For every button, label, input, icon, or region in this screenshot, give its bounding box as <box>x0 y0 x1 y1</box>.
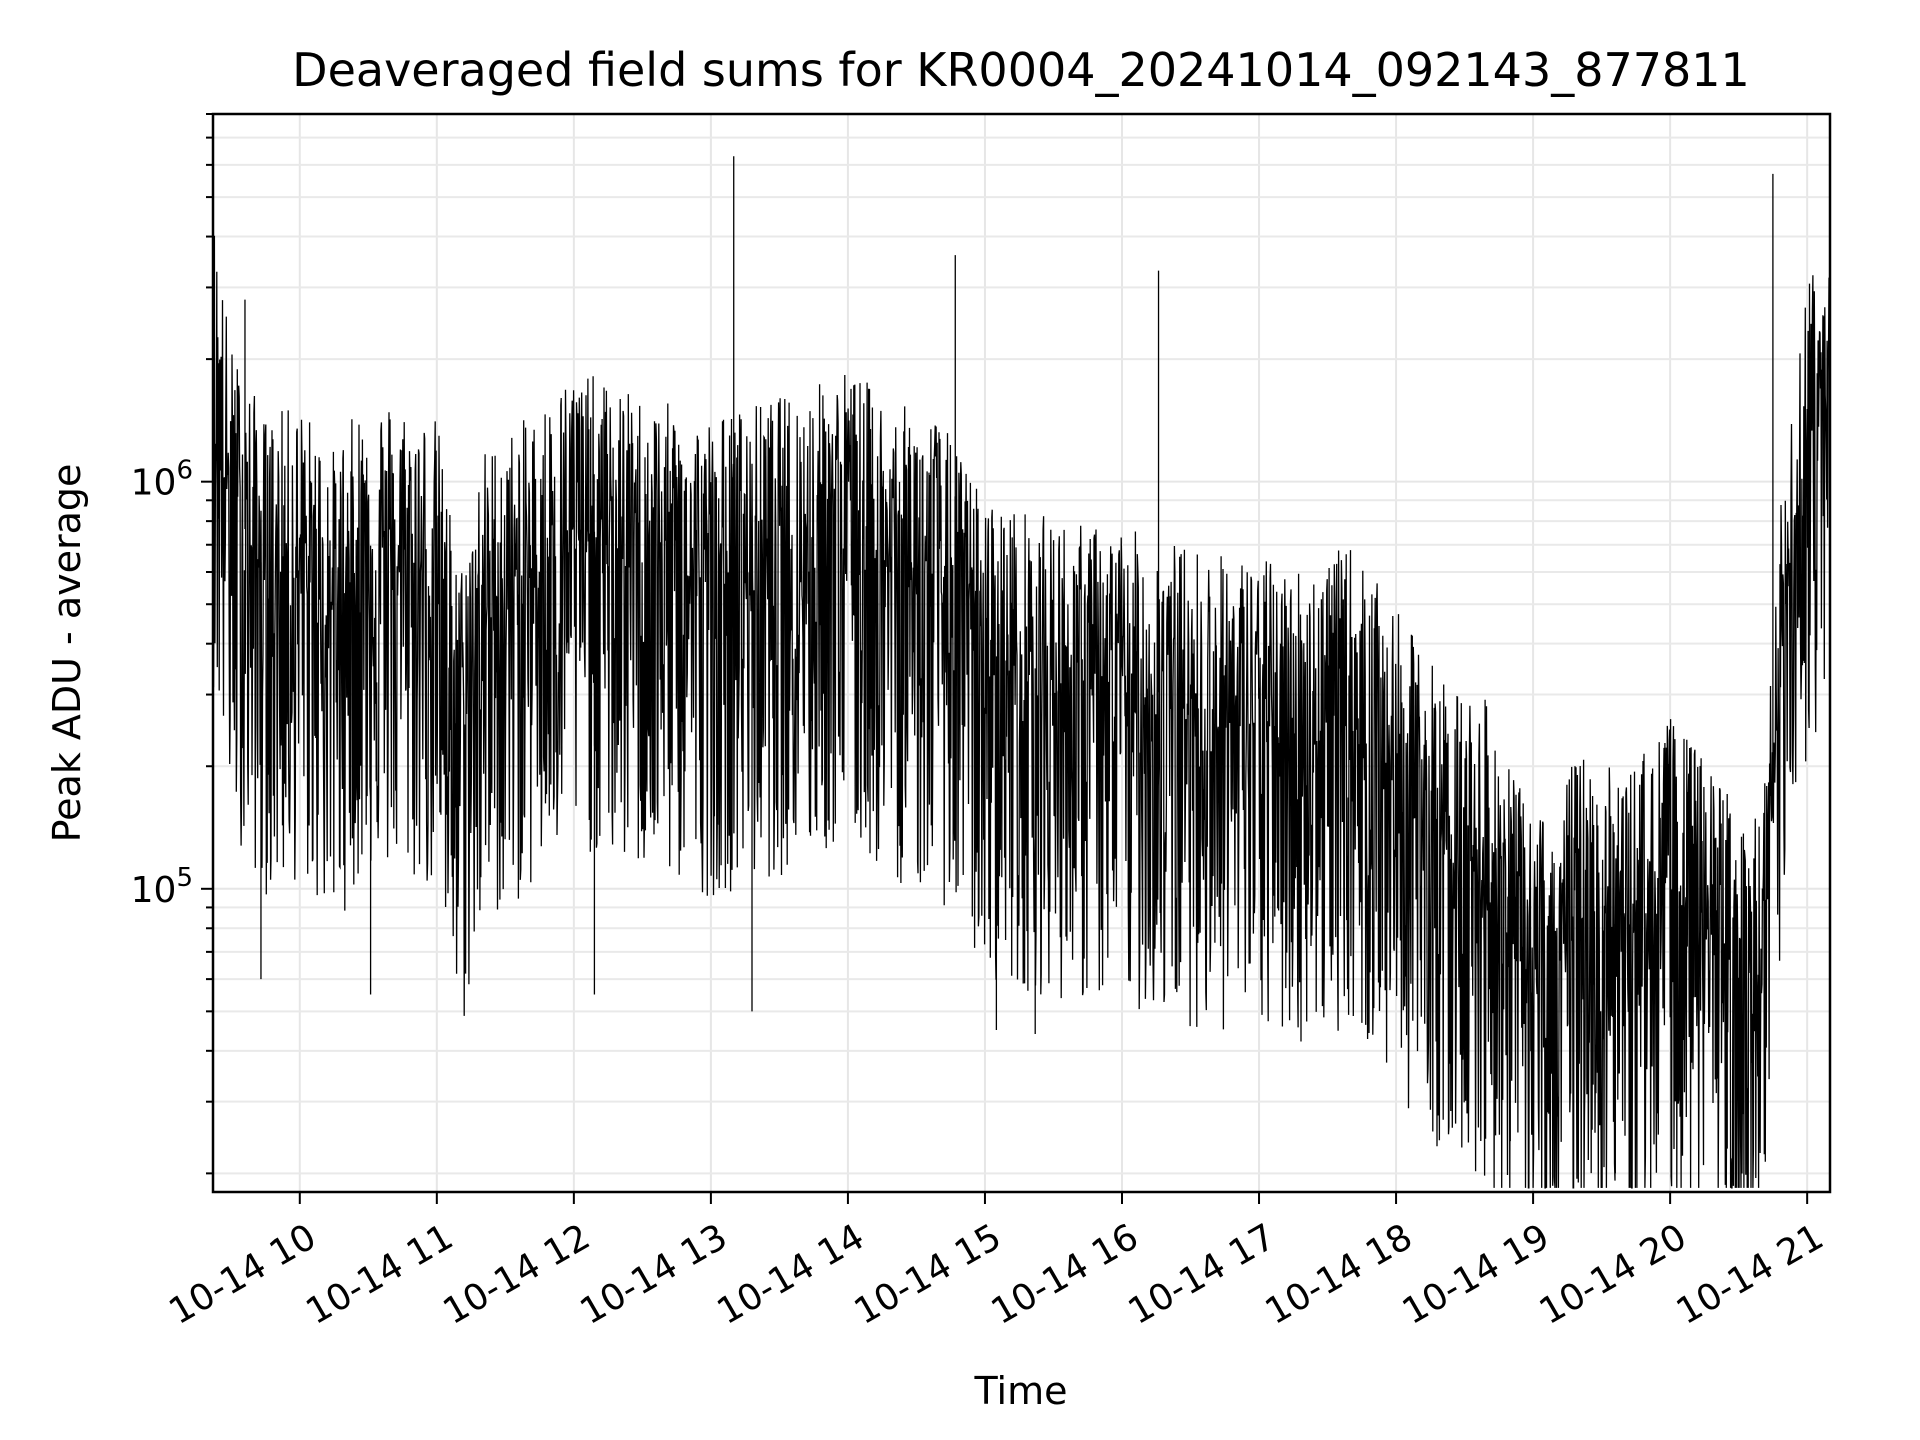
series-layer <box>212 156 1831 1189</box>
x-tick-label: 10-14 19 <box>1396 1216 1557 1332</box>
x-tick-label: 10-14 17 <box>1122 1216 1283 1332</box>
y-tick-label: 106 <box>131 456 193 504</box>
x-tick-label: 10-14 11 <box>299 1216 460 1332</box>
x-tick-label: 10-14 13 <box>574 1216 735 1332</box>
x-tick-label: 10-14 12 <box>436 1216 597 1332</box>
plot-frame <box>211 112 1832 1194</box>
x-tick-label: 10-14 14 <box>711 1216 872 1332</box>
x-tick-label: 10-14 16 <box>985 1216 1146 1332</box>
series-trace <box>212 235 1831 1189</box>
x-tick-label: 10-14 20 <box>1533 1216 1694 1332</box>
x-axis-label: Time <box>974 1369 1068 1413</box>
x-tick-label: 10-14 21 <box>1670 1216 1831 1332</box>
x-tick-label: 10-14 10 <box>162 1216 323 1332</box>
y-axis-label: Peak ADU - average <box>45 464 89 843</box>
y-tick-label: 105 <box>131 863 193 911</box>
chart-title: Deaveraged field sums for KR0004_2024101… <box>292 43 1750 97</box>
x-tick-label: 10-14 18 <box>1259 1216 1420 1332</box>
x-tick-label: 10-14 15 <box>848 1216 1009 1332</box>
